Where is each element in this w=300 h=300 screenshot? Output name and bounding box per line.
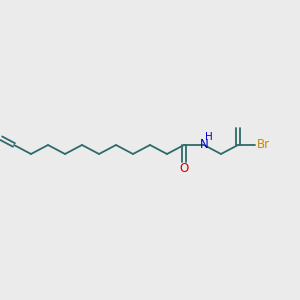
Text: O: O (179, 163, 189, 176)
Text: H: H (205, 132, 213, 142)
Text: Br: Br (256, 139, 270, 152)
Text: N: N (200, 139, 208, 152)
